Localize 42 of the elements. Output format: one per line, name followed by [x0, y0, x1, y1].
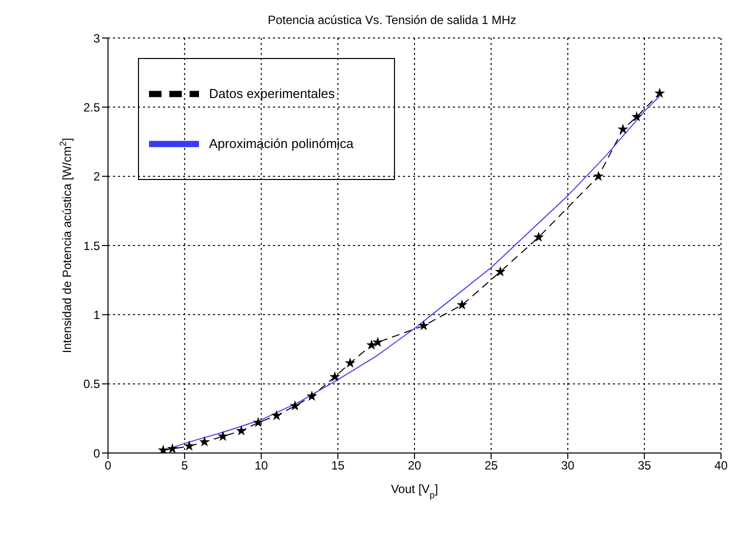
- point: [367, 340, 376, 349]
- point: [308, 392, 316, 400]
- point: [290, 401, 300, 410]
- point: [373, 338, 382, 346]
- point: [496, 267, 505, 276]
- point: [237, 426, 246, 435]
- y-tick-label: 1: [93, 308, 100, 322]
- x-tick-label: 40: [714, 458, 728, 473]
- legend-label: Datos experimentales: [209, 86, 335, 102]
- x-tick-label: 20: [408, 458, 422, 473]
- point: [218, 432, 228, 440]
- point: [272, 411, 281, 420]
- point: [419, 321, 428, 330]
- legend-label: Aproximación polinómica: [209, 136, 354, 152]
- point: [330, 372, 340, 381]
- y-tick-label: 0.5: [83, 377, 100, 392]
- point: [655, 88, 664, 98]
- y-tick-label: 0: [93, 446, 100, 460]
- chart-title: Potencia acústica Vs. Tensión de salida 1 MHz: [268, 13, 516, 27]
- point: [254, 418, 262, 426]
- x-tick-label: 25: [484, 458, 498, 473]
- point: [184, 442, 194, 450]
- y-tick-label: 1.5: [83, 238, 100, 253]
- x-axis-title: Vout [V$_{p}$]: [390, 482, 438, 500]
- point: [346, 358, 354, 367]
- x-tick-label: 5: [181, 458, 188, 473]
- x-tick-label: 10: [254, 458, 268, 473]
- y-tick-label: 2.5: [83, 100, 100, 114]
- y-tick-label: 3: [93, 31, 100, 46]
- y-tick-label: 2: [93, 170, 100, 184]
- point: [200, 437, 209, 446]
- point: [158, 446, 168, 453]
- x-tick-label: 30: [561, 458, 575, 473]
- x-tick-label: 15: [331, 458, 345, 473]
- point: [632, 112, 642, 121]
- point: [618, 124, 628, 134]
- x-tick-label: 35: [638, 458, 652, 473]
- point: [458, 300, 466, 309]
- x-tick-label: 0: [104, 458, 112, 473]
- point: [534, 232, 543, 241]
- point: [594, 172, 603, 180]
- point: [168, 444, 177, 453]
